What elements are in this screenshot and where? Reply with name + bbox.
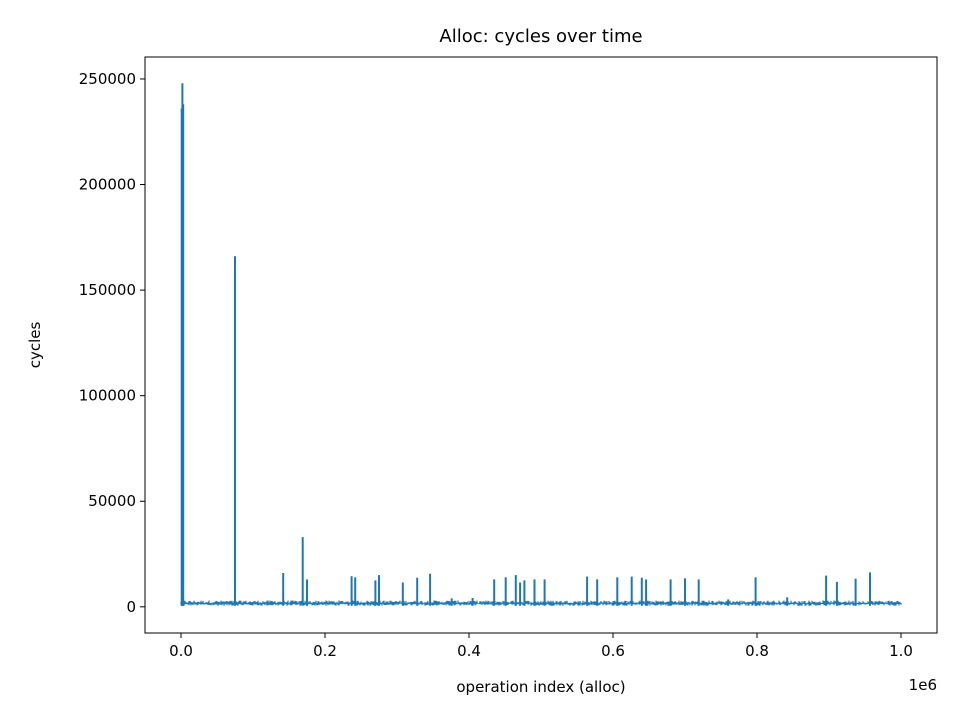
x-tick-label: 1.0	[889, 642, 913, 660]
y-tick-label: 200000	[79, 176, 136, 194]
series-group	[180, 83, 902, 606]
x-tick-label: 0.2	[313, 642, 337, 660]
y-tick-label: 0	[126, 598, 136, 616]
x-offset-label: 1e6	[909, 676, 937, 694]
y-tick-label: 150000	[79, 281, 136, 299]
x-tick-label: 0.0	[169, 642, 193, 660]
x-tick-label: 0.6	[601, 642, 625, 660]
plot-frame	[144, 56, 938, 634]
y-axis: 0 50000 100000 150000 200000 250000	[79, 70, 145, 616]
chart-title: Alloc: cycles over time	[439, 26, 642, 47]
x-axis: 0.0 0.2 0.4 0.6 0.8 1.0	[169, 633, 913, 660]
y-tick-label: 100000	[79, 387, 136, 405]
y-axis-label: cycles	[26, 322, 44, 369]
y-tick-label: 50000	[88, 492, 136, 510]
y-tick-label: 250000	[79, 70, 136, 88]
x-tick-label: 0.8	[745, 642, 769, 660]
x-tick-label: 0.4	[457, 642, 481, 660]
x-axis-label: operation index (alloc)	[456, 678, 625, 696]
